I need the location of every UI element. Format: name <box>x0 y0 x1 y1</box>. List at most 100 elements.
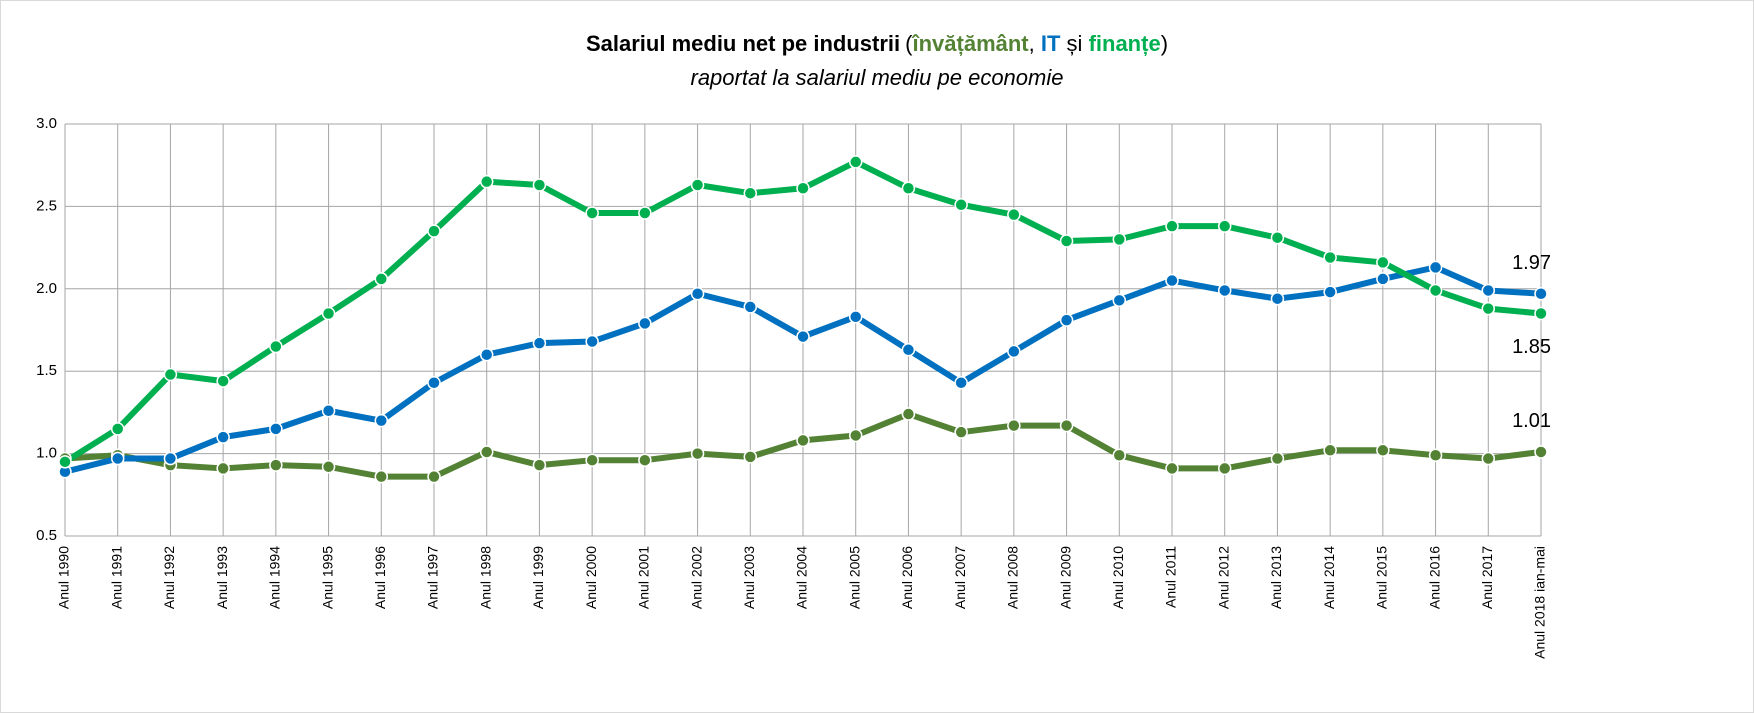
data-point <box>1217 219 1232 233</box>
data-point <box>1112 293 1127 308</box>
data-point <box>427 224 441 238</box>
data-label: 1.97 <box>1512 252 1551 274</box>
chart-title-group: Salariul mediu net pe industrii (învățămâ… <box>586 31 1168 56</box>
y-tick-label: 3.0 <box>36 115 57 132</box>
data-point <box>743 300 758 314</box>
data-point <box>1428 448 1443 462</box>
x-tick-label: Anul 1995 <box>319 546 335 609</box>
data-point <box>532 178 547 192</box>
y-tick-label: 2.0 <box>36 280 57 297</box>
data-point <box>216 461 230 476</box>
data-point <box>479 445 494 459</box>
data-point <box>1059 313 1074 327</box>
x-tick-label: Anul 2001 <box>636 546 652 609</box>
data-point <box>1376 443 1390 458</box>
data-point <box>1323 443 1337 458</box>
title-punct: și <box>1060 31 1088 56</box>
data-point <box>848 310 863 324</box>
x-tick-label: Anul 1997 <box>425 546 441 609</box>
data-point <box>638 316 652 331</box>
data-point <box>1112 448 1127 462</box>
data-point <box>1481 451 1496 466</box>
data-point <box>585 206 599 220</box>
data-point <box>269 422 283 436</box>
x-tick-label: Anul 2013 <box>1268 546 1284 609</box>
data-point <box>796 329 810 344</box>
data-point <box>954 425 968 439</box>
y-tick-label: 1.0 <box>36 445 57 462</box>
data-point <box>901 343 916 357</box>
data-point <box>901 181 916 196</box>
x-tick-label: Anul 1998 <box>477 546 493 609</box>
data-point <box>796 181 810 196</box>
y-tick-label: 2.5 <box>36 197 57 214</box>
data-point <box>638 206 652 220</box>
x-tick-label: Anul 2002 <box>688 546 704 609</box>
data-label: 1.85 <box>1512 336 1551 358</box>
data-point <box>216 374 230 388</box>
data-point <box>321 404 336 418</box>
data-point <box>585 453 599 467</box>
data-point <box>954 198 968 212</box>
x-tick-label: Anul 2004 <box>794 546 810 609</box>
data-point <box>1165 461 1179 476</box>
data-point <box>216 430 230 444</box>
data-point <box>690 178 705 192</box>
data-point <box>901 407 916 421</box>
data-point <box>1270 230 1285 245</box>
x-tick-label: Anul 1991 <box>108 546 124 609</box>
data-point <box>1428 283 1443 298</box>
data-point <box>479 347 494 362</box>
x-tick-label: Anul 2006 <box>899 546 915 609</box>
data-point <box>1534 286 1548 301</box>
x-tick-label: Anul 2014 <box>1321 546 1337 609</box>
data-point <box>1270 291 1285 306</box>
data-point <box>796 433 810 448</box>
data-point <box>110 451 125 466</box>
data-point <box>479 174 494 189</box>
x-tick-label: Anul 1990 <box>56 546 72 609</box>
title-series: învățământ <box>911 31 1029 56</box>
data-point <box>1007 344 1021 359</box>
title-punct: ) <box>1161 31 1168 56</box>
data-point <box>58 455 72 469</box>
data-point <box>163 451 178 466</box>
data-point <box>1217 461 1232 476</box>
data-point <box>638 453 652 467</box>
data-point <box>321 460 336 474</box>
data-label: 1.01 <box>1512 410 1551 432</box>
data-point <box>427 469 441 484</box>
data-point <box>1534 306 1548 321</box>
data-point <box>1323 285 1337 299</box>
x-tick-label: Anul 1999 <box>530 546 546 609</box>
x-tick-label: Anul 2003 <box>741 546 757 609</box>
chart-subtitle: raportat la salariul mediu pe economie <box>691 65 1064 90</box>
y-tick-label: 0.5 <box>36 527 57 544</box>
x-tick-label: Anul 2009 <box>1057 546 1073 609</box>
data-point <box>1481 283 1496 298</box>
data-point <box>374 272 389 286</box>
data-point <box>532 458 547 472</box>
x-tick-label: Anul 1993 <box>214 546 230 609</box>
data-point <box>1376 255 1390 270</box>
data-point <box>1270 451 1285 466</box>
title-series: finanțe <box>1089 31 1161 56</box>
data-point <box>1112 232 1127 247</box>
data-point <box>1428 260 1443 275</box>
data-point <box>743 186 758 200</box>
data-point <box>1481 301 1496 316</box>
x-tick-label: Anul 2005 <box>846 546 862 609</box>
data-point <box>1059 418 1074 433</box>
data-point <box>269 339 283 354</box>
data-point <box>1007 207 1021 222</box>
chart-title: Salariul mediu net pe industrii <box>586 31 900 56</box>
x-tick-label: Anul 1994 <box>267 546 283 609</box>
data-point <box>1165 273 1179 288</box>
data-point <box>848 155 863 169</box>
x-tick-label: Anul 2012 <box>1215 546 1231 609</box>
title-punct: , <box>1029 31 1041 56</box>
data-point <box>1059 234 1074 248</box>
data-point <box>1323 250 1337 265</box>
